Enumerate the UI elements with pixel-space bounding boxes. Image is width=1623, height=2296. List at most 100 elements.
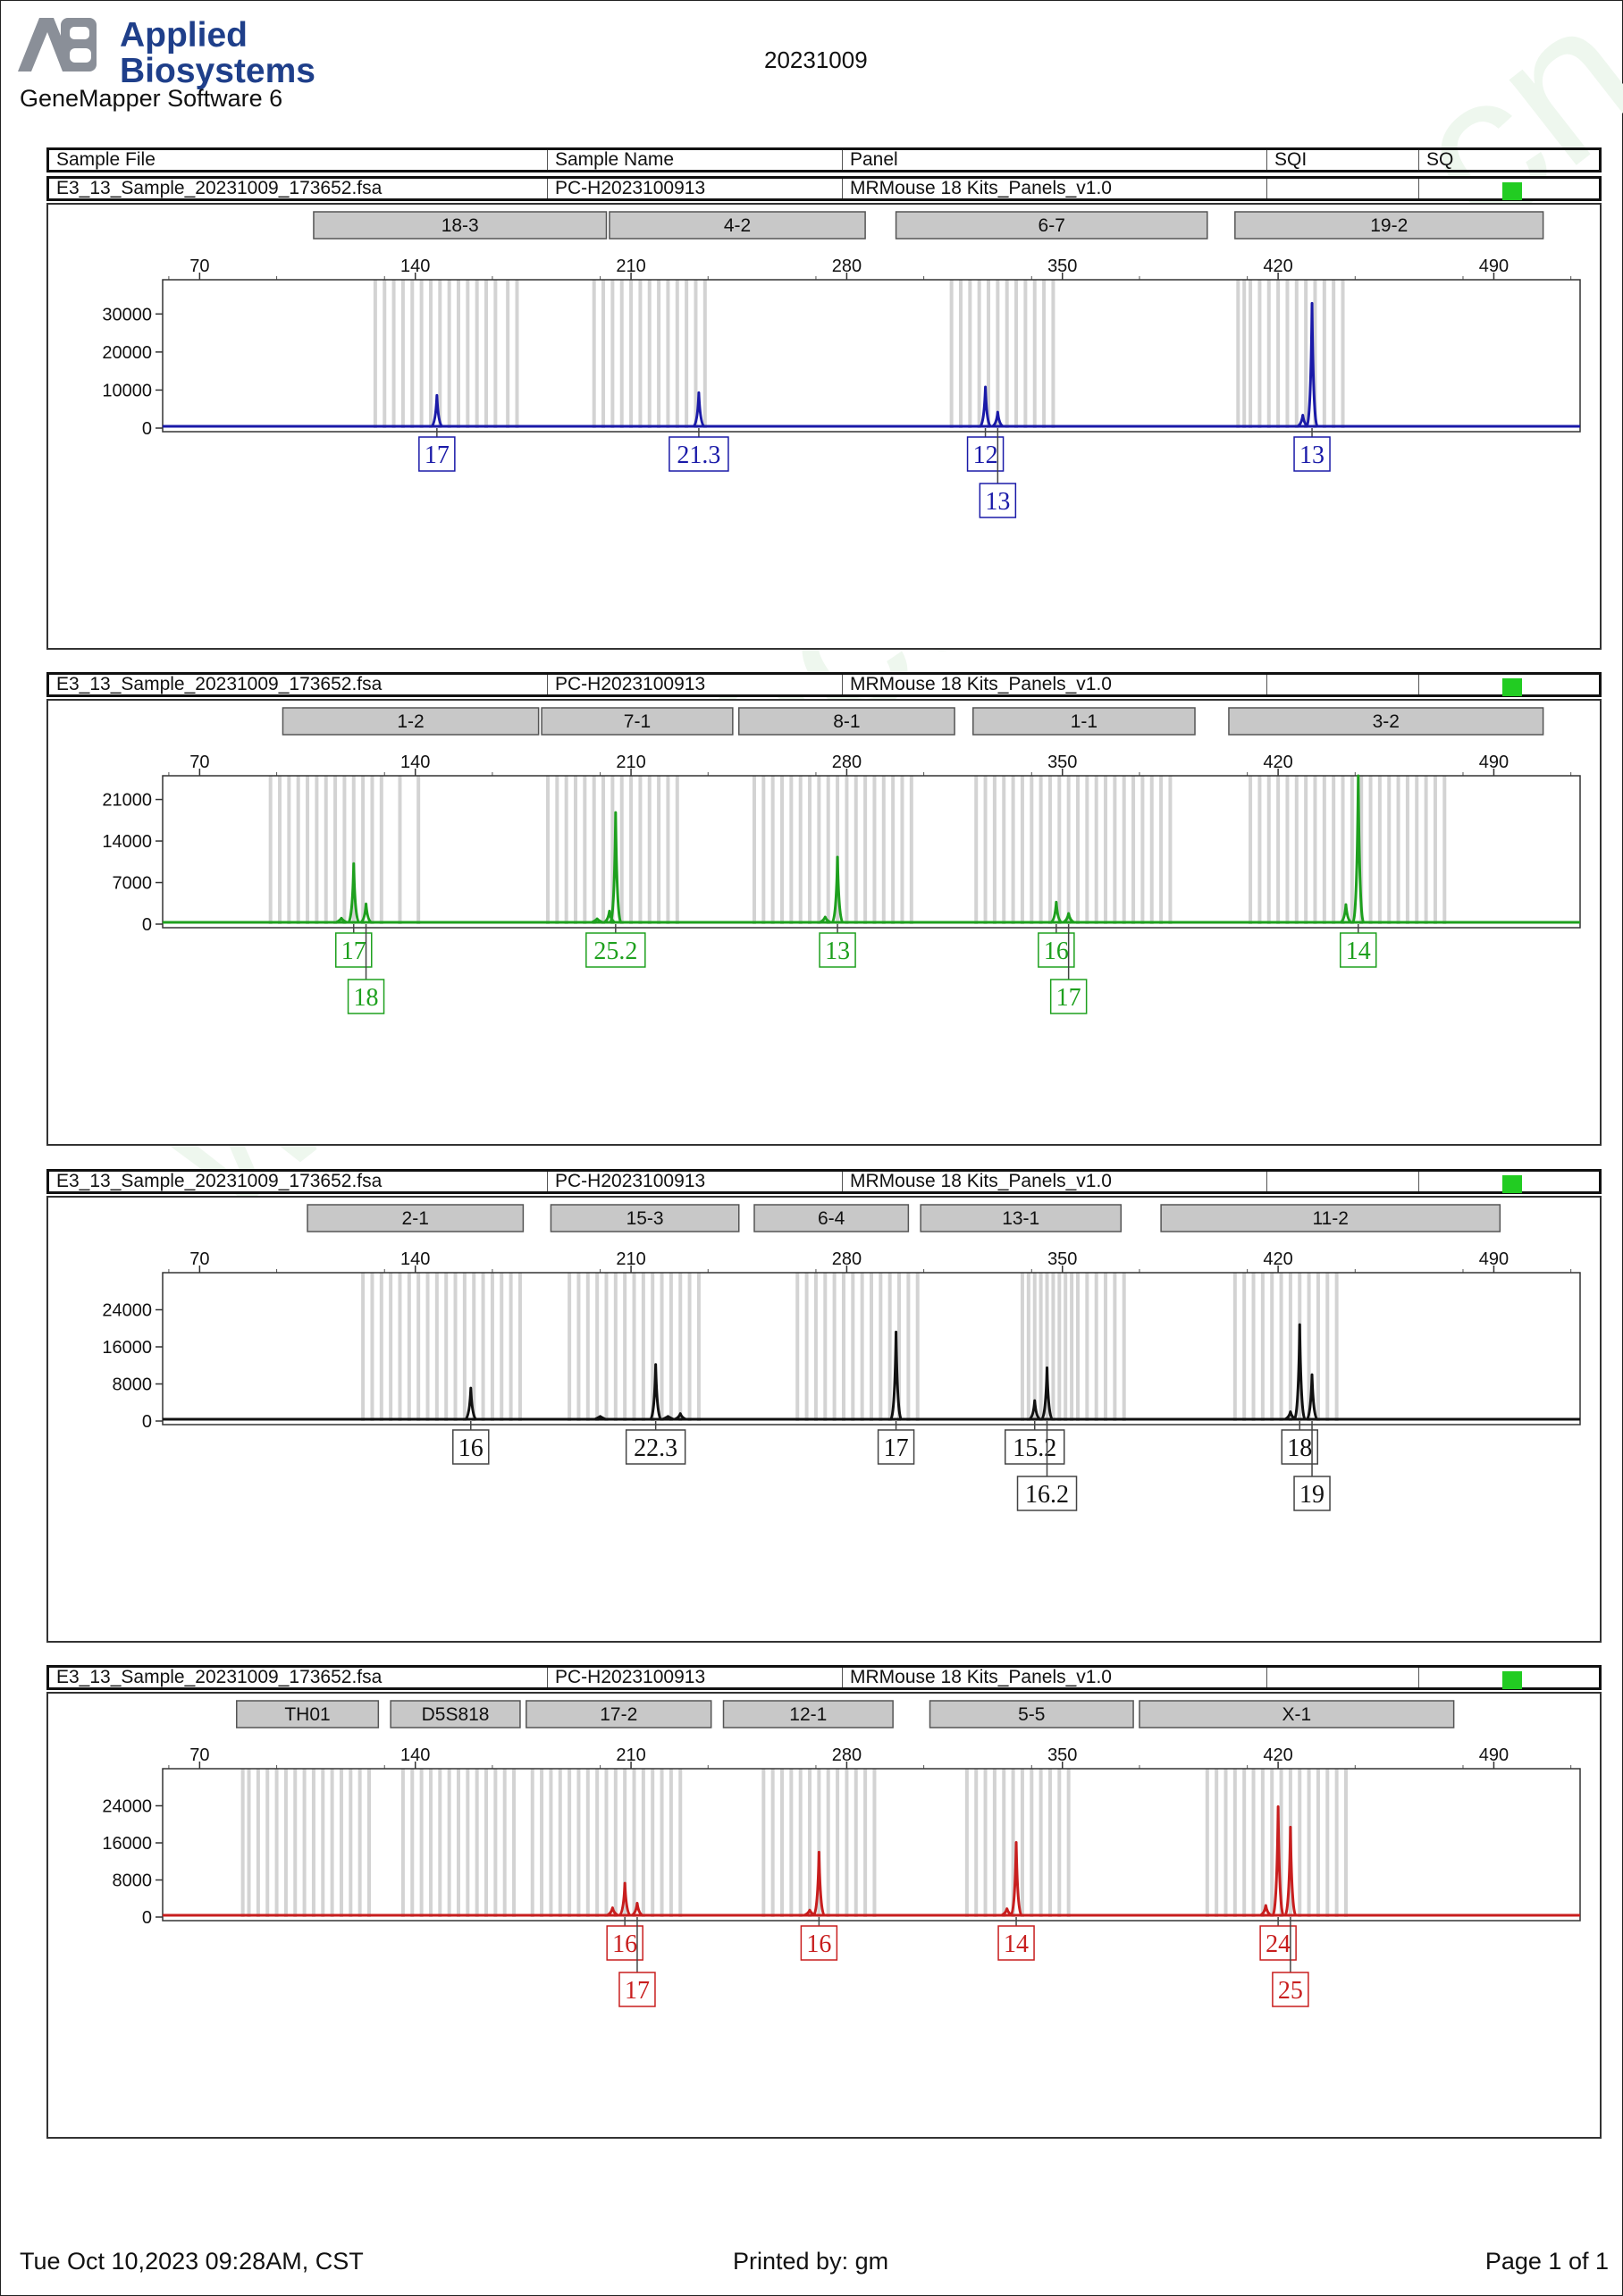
peak[interactable] (1028, 1399, 1041, 1421)
peak[interactable] (606, 1906, 619, 1917)
peak[interactable] (1049, 900, 1063, 924)
marker-13-1[interactable]: 13-1 (920, 1204, 1123, 1232)
marker-1-1[interactable]: 1-1 (972, 707, 1196, 736)
allele-call[interactable]: 25.2 (585, 924, 646, 968)
marker-2-1[interactable]: 2-1 (307, 1204, 525, 1232)
allele-call[interactable]: 13 (979, 428, 1017, 518)
peak[interactable] (1283, 1825, 1298, 1917)
allele-call[interactable]: 17 (1049, 924, 1088, 1014)
marker-1-2[interactable]: 1-2 (282, 707, 540, 736)
marker-4-2[interactable]: 4-2 (609, 211, 866, 240)
marker-17-2[interactable]: 17-2 (526, 1700, 712, 1728)
footer-page-number: Page 1 of 1 (1484, 2248, 1609, 2275)
peak[interactable] (464, 1386, 477, 1421)
allele-call[interactable]: 15.2 (1004, 1421, 1065, 1465)
peak[interactable] (979, 385, 992, 428)
sample-file: E3_13_Sample_20231009_173652.fsa (56, 674, 383, 694)
peak[interactable] (1305, 1373, 1319, 1421)
marker-D5S818[interactable]: D5S818 (390, 1700, 521, 1728)
marker-15-3[interactable]: 15-3 (550, 1204, 740, 1232)
marker-11-2[interactable]: 11-2 (1160, 1204, 1501, 1232)
peak[interactable] (1305, 301, 1319, 428)
y-tick-label: 21000 (102, 791, 152, 811)
peak[interactable] (812, 1850, 826, 1917)
peak[interactable] (430, 393, 443, 428)
peak[interactable] (347, 862, 360, 924)
allele-call[interactable]: 17 (877, 1421, 915, 1465)
peak[interactable] (819, 915, 831, 924)
allele-call[interactable]: 16 (452, 1421, 490, 1465)
marker-6-4[interactable]: 6-4 (753, 1204, 910, 1232)
allele-label: 17 (625, 1977, 650, 2005)
peak[interactable] (830, 855, 845, 924)
peak[interactable] (335, 916, 348, 924)
x-tick-label: 70 (189, 1249, 209, 1269)
allele-box (1049, 979, 1088, 1014)
marker-12-1[interactable]: 12-1 (722, 1700, 894, 1728)
peak[interactable] (1001, 1907, 1013, 1917)
allele-call[interactable]: 22.3 (625, 1421, 686, 1465)
allele-call[interactable]: 14 (1340, 924, 1377, 968)
peak[interactable] (1296, 414, 1309, 428)
peak[interactable] (674, 1412, 686, 1421)
marker-box (1228, 707, 1544, 736)
peak[interactable] (1293, 1323, 1307, 1421)
peak[interactable] (359, 902, 373, 924)
peak[interactable] (591, 917, 603, 924)
header-panel: Panel (842, 149, 1266, 170)
peak[interactable] (1351, 774, 1366, 924)
peak[interactable] (889, 1330, 903, 1421)
peak[interactable] (991, 410, 1005, 428)
peak[interactable] (1271, 1805, 1285, 1917)
allele-box (1004, 1429, 1065, 1465)
electropherogram-chart: 2-1 15-3 6-4 13-1 11-2 70 140 210 280 350 420 490 0 8… (102, 1204, 1581, 1511)
peak[interactable] (803, 1908, 816, 1917)
marker-label: 4-2 (724, 215, 751, 236)
x-tick-label: 350 (1047, 753, 1077, 772)
allele-call[interactable]: 21.3 (669, 428, 729, 472)
allele-call[interactable]: 13 (1293, 428, 1331, 472)
allele-label: 25.2 (593, 938, 637, 965)
allele-call[interactable]: 19 (1293, 1421, 1331, 1511)
sample-table-header: Sample File Sample Name Panel SQI SQ (46, 147, 1602, 172)
allele-label: 13 (985, 488, 1010, 516)
allele-call[interactable]: 16 (800, 1917, 838, 1961)
x-tick-label: 280 (832, 753, 862, 772)
peak[interactable] (618, 1881, 632, 1917)
peak[interactable] (609, 811, 623, 924)
marker-7-1[interactable]: 7-1 (541, 707, 734, 736)
y-tick-label: 7000 (113, 874, 153, 894)
marker-6-7[interactable]: 6-7 (895, 211, 1208, 240)
peak[interactable] (1259, 1904, 1273, 1917)
peak[interactable] (1340, 903, 1352, 924)
allele-call[interactable]: 13 (819, 924, 856, 968)
allele-label: 13 (1299, 442, 1324, 469)
allele-call[interactable]: 17 (418, 428, 456, 472)
allele-call[interactable]: 14 (997, 1917, 1035, 1961)
peak[interactable] (1062, 912, 1075, 924)
x-tick-label: 350 (1047, 1745, 1077, 1765)
marker-3-2[interactable]: 3-2 (1228, 707, 1544, 736)
marker-TH01[interactable]: TH01 (235, 1700, 380, 1728)
peak[interactable] (631, 1901, 643, 1917)
allele-call[interactable]: 25 (1272, 1917, 1309, 2007)
peak[interactable] (603, 909, 616, 924)
peak[interactable] (1009, 1840, 1023, 1917)
peak[interactable] (1040, 1366, 1054, 1421)
y-tick-label: 8000 (113, 1375, 153, 1395)
peak[interactable] (649, 1363, 662, 1421)
marker-5-5[interactable]: 5-5 (929, 1700, 1134, 1728)
marker-18-3[interactable]: 18-3 (313, 211, 608, 240)
allele-label: 16 (458, 1434, 484, 1462)
allele-call[interactable]: 16.2 (1016, 1421, 1078, 1511)
peak[interactable] (661, 1415, 675, 1421)
allele-call[interactable]: 17 (618, 1917, 656, 2007)
marker-X-1[interactable]: X-1 (1139, 1700, 1455, 1728)
marker-8-1[interactable]: 8-1 (737, 707, 955, 736)
marker-19-2[interactable]: 19-2 (1234, 211, 1544, 240)
peak[interactable] (692, 391, 705, 428)
marker-box (1139, 1700, 1455, 1728)
allele-call[interactable]: 18 (347, 924, 385, 1014)
peak[interactable] (1284, 1410, 1297, 1421)
peak[interactable] (593, 1415, 607, 1421)
